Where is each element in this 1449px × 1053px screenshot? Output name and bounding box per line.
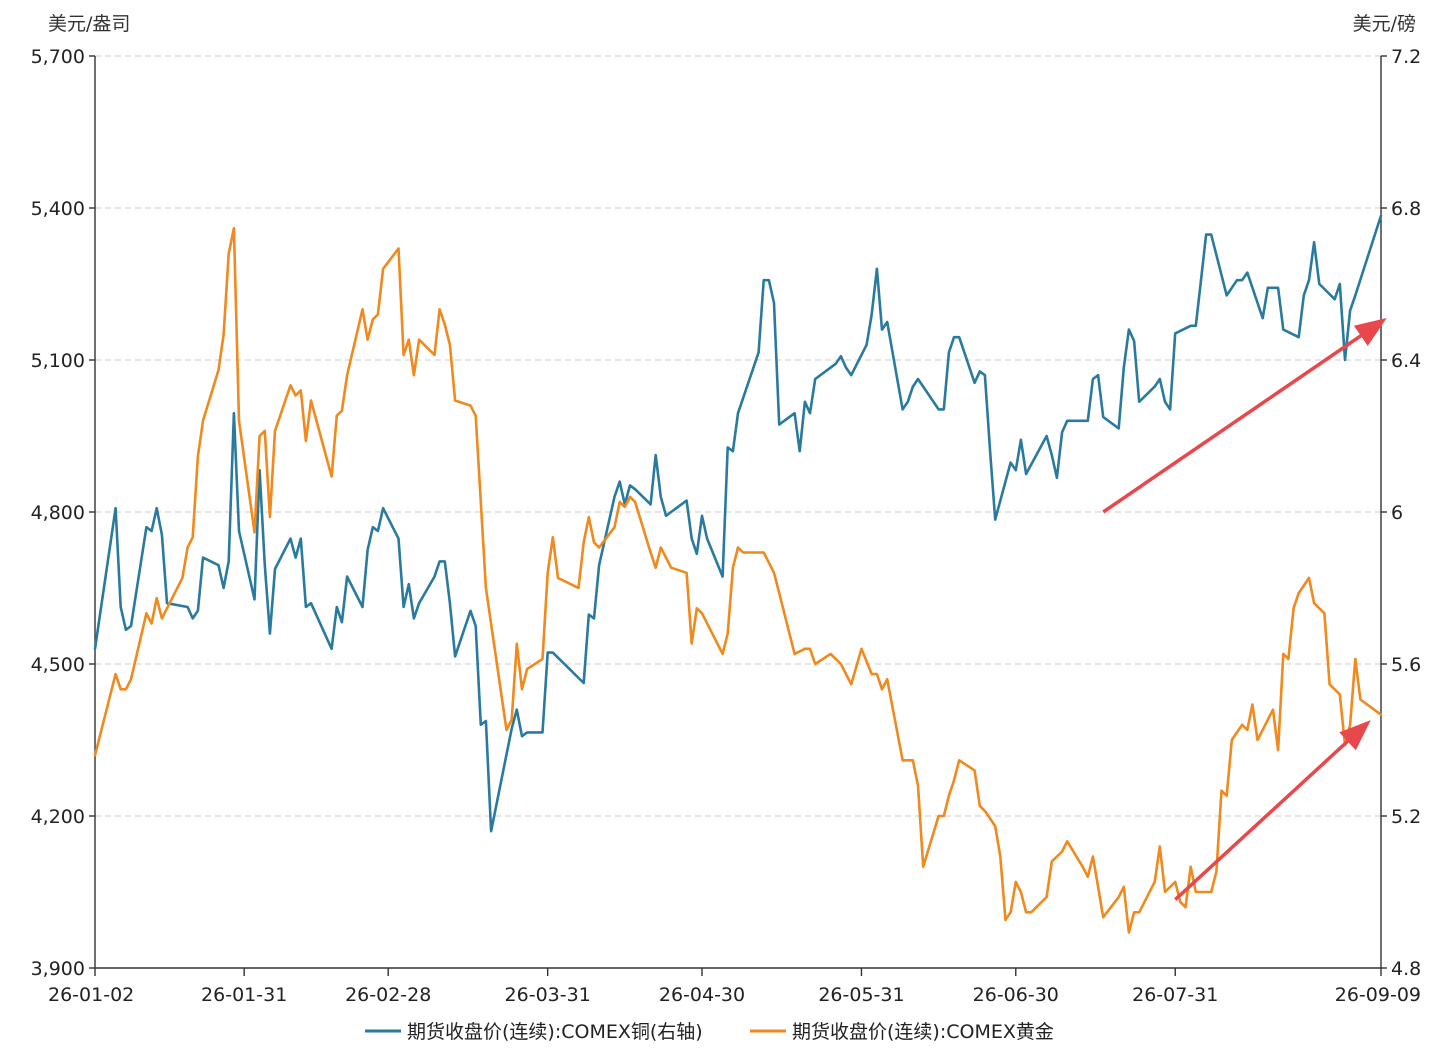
x-axis-tick-label: 26-01-31: [201, 984, 287, 1006]
arrow-gold-annotation: [1174, 720, 1371, 901]
legend-label: 期货收盘价(连续):COMEX铜(右轴): [407, 1021, 703, 1043]
legend-item-copper[interactable]: 期货收盘价(连续):COMEX铜(右轴): [365, 1021, 703, 1043]
series-lines: [93, 214, 1383, 934]
left-axis-tick-label: 5,700: [31, 46, 85, 68]
series-line-gold: [93, 227, 1383, 934]
right-axis-tick-label: 6.4: [1391, 350, 1421, 372]
left-axis-tick-label: 3,900: [31, 958, 85, 980]
x-axis-tick-label: 26-01-02: [48, 984, 134, 1006]
left-axis-tick-label: 5,400: [31, 198, 85, 220]
right-axis-tick-label: 6.8: [1391, 198, 1421, 220]
right-axis-tick-label: 4.8: [1391, 958, 1421, 980]
annotations: [1102, 318, 1387, 901]
legend[interactable]: 期货收盘价(连续):COMEX铜(右轴) 期货收盘价(连续):COMEX黄金: [365, 1021, 1054, 1043]
x-axis-tick-label: 26-03-31: [505, 984, 591, 1006]
x-axis-tick-label: 26-04-30: [659, 984, 745, 1006]
left-axis-tick-label: 5,100: [31, 350, 85, 372]
left-axis-unit: 美元/盎司: [48, 13, 130, 35]
x-axis-tick-label: 26-09-09: [1335, 984, 1421, 1006]
legend-label: 期货收盘价(连续):COMEX黄金: [792, 1021, 1054, 1043]
x-axis-tick-label: 26-07-31: [1132, 984, 1218, 1006]
left-axis-tick-label: 4,800: [31, 502, 85, 524]
left-axis-tick-label: 4,500: [31, 654, 85, 676]
right-axis-tick-label: 7.2: [1391, 46, 1421, 68]
right-axis-tick-label: 5.2: [1391, 806, 1421, 828]
left-axis-tick-label: 4,200: [31, 806, 85, 828]
right-axis-tick-label: 6: [1391, 502, 1403, 524]
x-axis-tick-label: 26-06-30: [973, 984, 1059, 1006]
series-line-copper: [93, 214, 1383, 833]
x-axis-tick-label: 26-02-28: [345, 984, 431, 1006]
arrow-copper-annotation: [1102, 318, 1387, 514]
right-axis-unit: 美元/磅: [1353, 13, 1416, 35]
legend-item-gold[interactable]: 期货收盘价(连续):COMEX黄金: [750, 1021, 1054, 1043]
x-axis-tick-label: 26-05-31: [818, 984, 904, 1006]
right-axis-tick-label: 5.6: [1391, 654, 1421, 676]
grid-lines: [95, 55, 1381, 817]
axes: 3,900 4,200 4,500 4,800 5,100 5,400 5,700 4.8 5.…: [31, 13, 1422, 1006]
